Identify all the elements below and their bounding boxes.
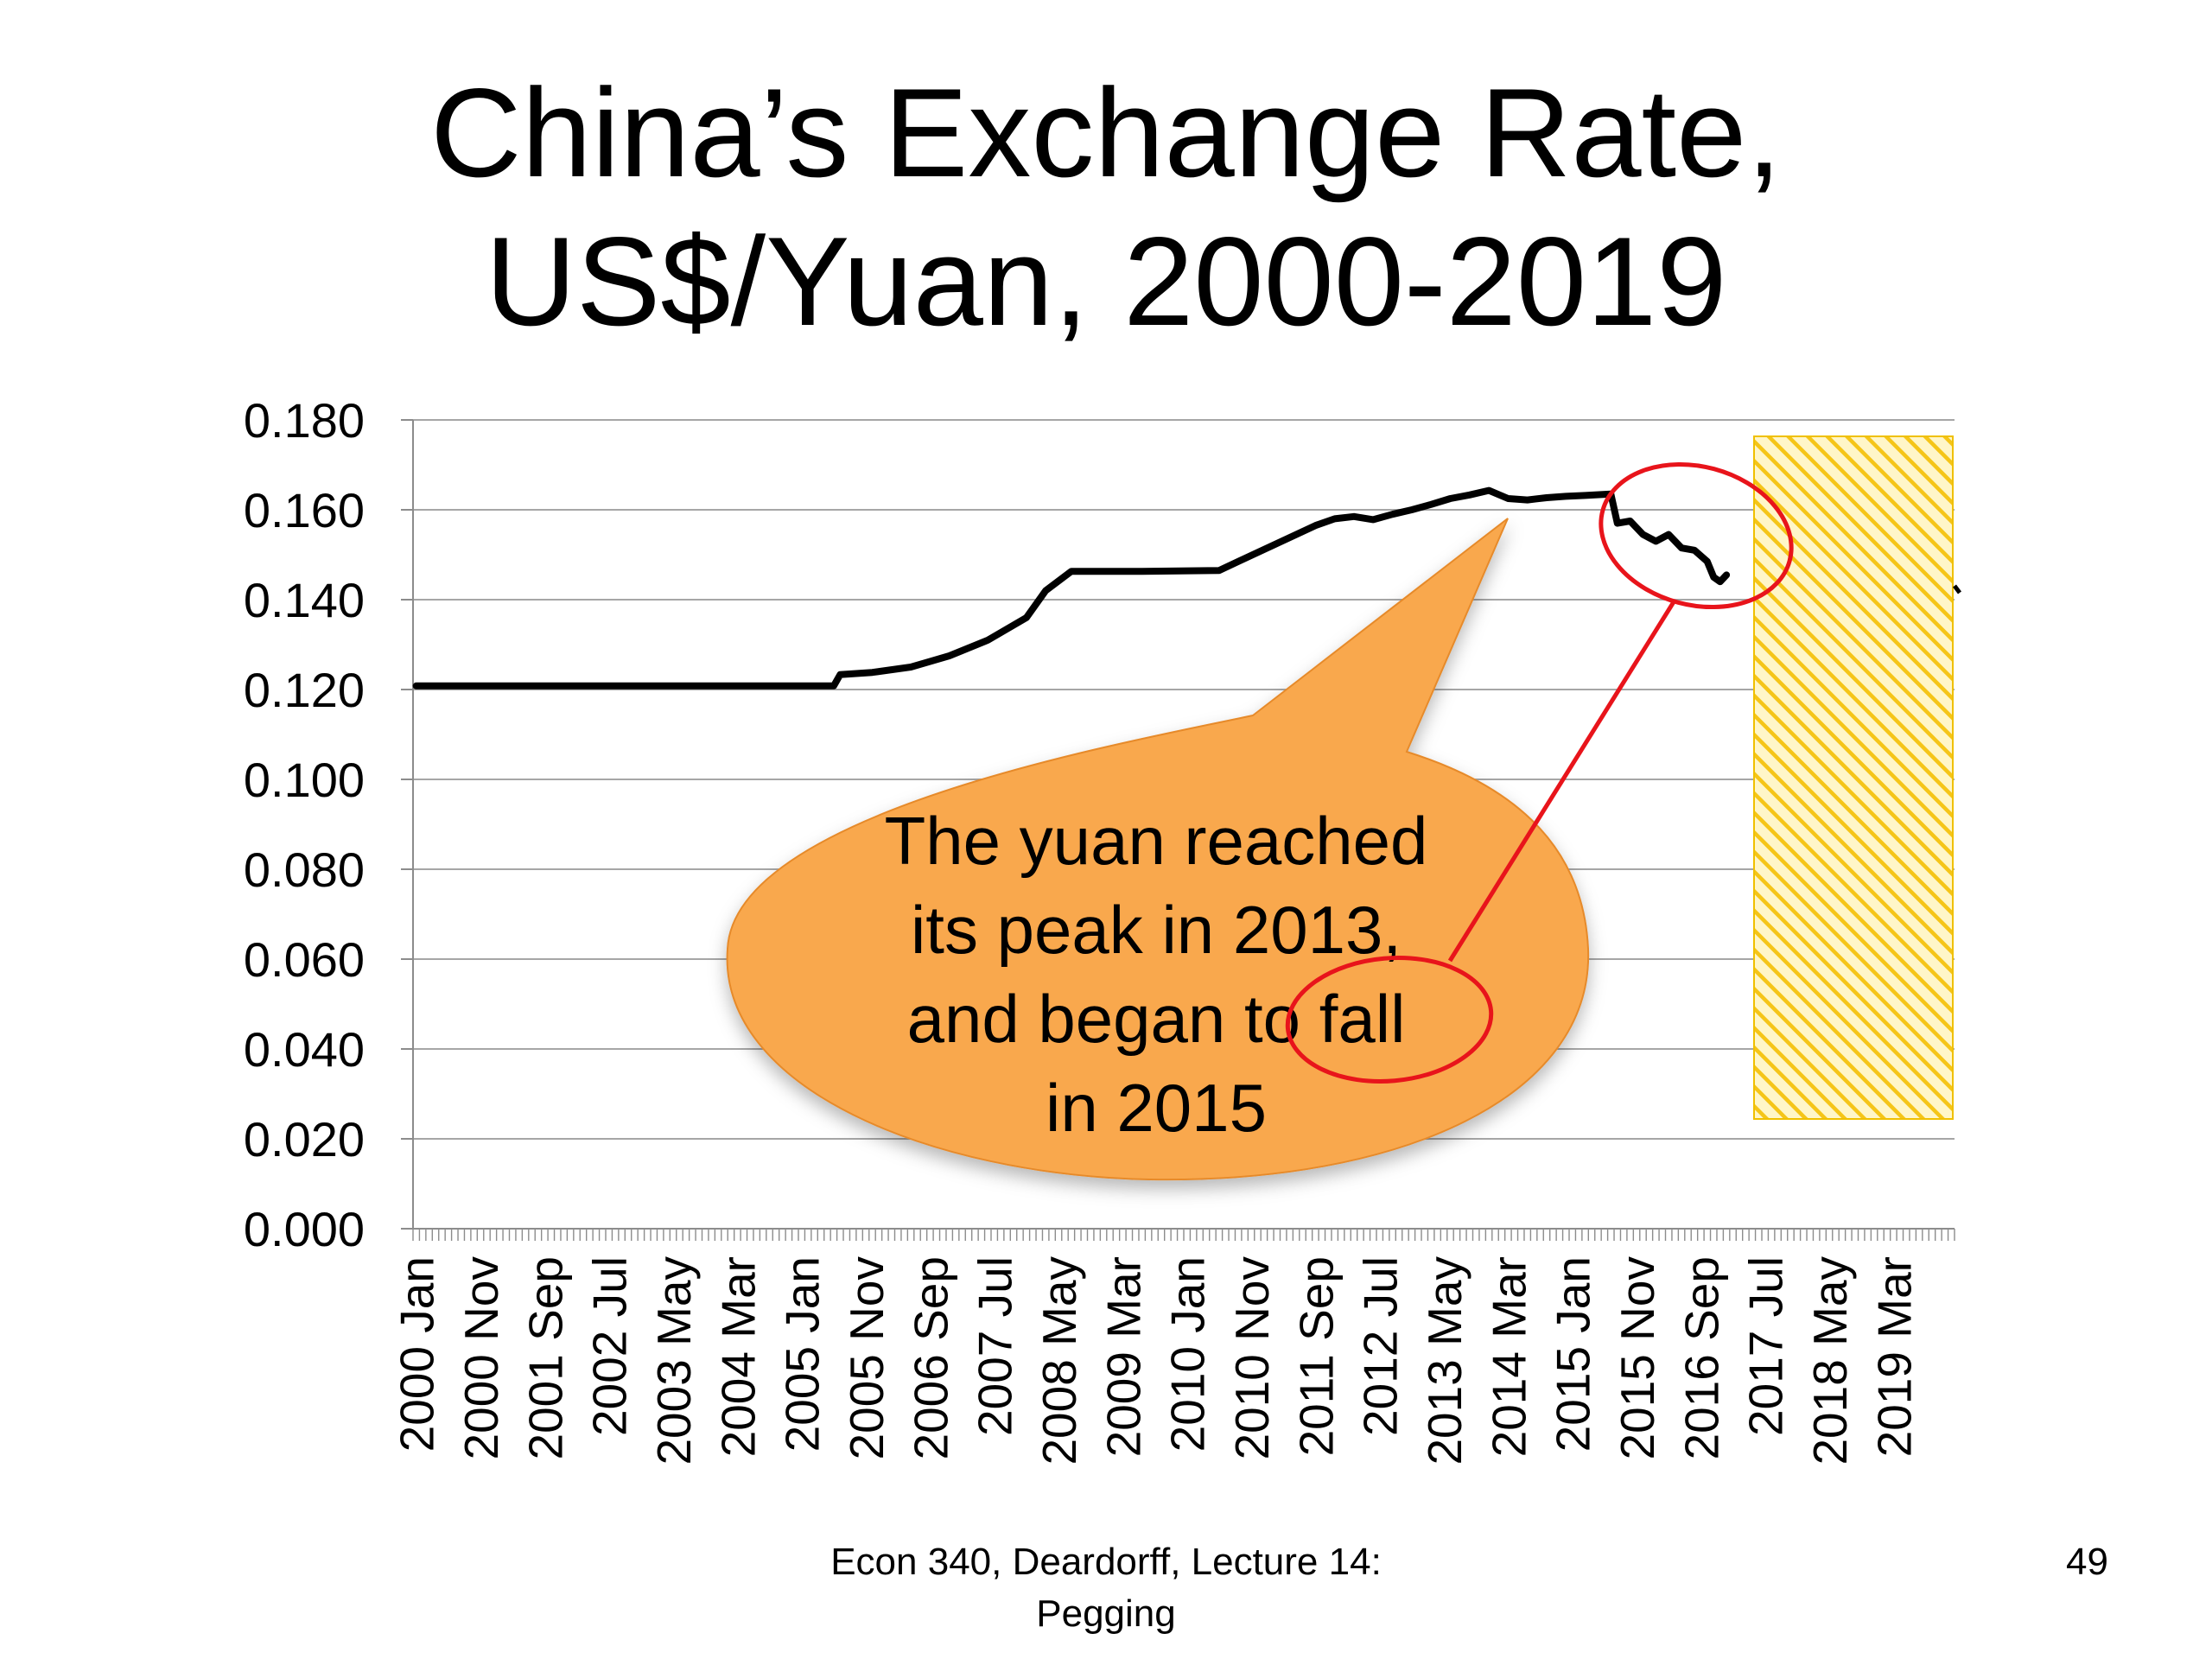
slide-title: China’s Exchange Rate, US$/Yuan, 2000-20… (0, 59, 2212, 356)
red-annotations (1285, 461, 1794, 1084)
callout-shape (726, 518, 1590, 1181)
x-tick-label: 2015 Nov (1611, 1256, 1664, 1460)
title-line-2: US$/Yuan, 2000-2019 (485, 211, 1727, 352)
y-tick-label: 0.140 (244, 573, 365, 627)
x-axis: 2000 Jan 2000 Nov 2001 Sep 2002 Jul 2003 May… (391, 420, 1955, 1465)
callout-text: The yuan reached its peak in 2013, and beg… (885, 803, 1428, 1146)
hatched-highlight-box (1753, 435, 1954, 1120)
x-tick-label: 2019 Mar (1867, 1256, 1921, 1457)
footer-line-2: Pegging (1036, 1592, 1176, 1635)
x-tick-label: 2017 Jul (1739, 1256, 1793, 1436)
x-tick-label: 2009 Mar (1096, 1256, 1150, 1457)
footer-citation: Econ 340, Deardorff, Lecture 14: Pegging (717, 1536, 1495, 1640)
callout-bubble (726, 518, 1590, 1181)
x-tick-label: 2001 Sep (518, 1256, 572, 1460)
footer-line-1: Econ 340, Deardorff, Lecture 14: (830, 1541, 1382, 1583)
x-tick-label: 2012 Jul (1354, 1256, 1408, 1436)
x-tick-label: 2005 Nov (840, 1256, 893, 1460)
x-tick-label: 2015 Jan (1547, 1256, 1600, 1452)
x-tick-label: 2003 May (647, 1256, 701, 1465)
y-tick-label: 0.160 (244, 483, 365, 537)
x-tick-label: 2016 Sep (1675, 1256, 1728, 1460)
series-line-exchange-rate (412, 486, 1731, 690)
y-tick-label: 0.060 (244, 932, 365, 987)
x-tick-label: 2005 Jan (776, 1256, 830, 1452)
x-tick-label: 2002 Jul (583, 1256, 637, 1436)
page-number: 49 (2066, 1541, 2108, 1583)
x-tick-label: 2000 Nov (454, 1256, 508, 1460)
x-tick-label: 2010 Nov (1225, 1256, 1279, 1460)
x-tick-label: 2014 Mar (1482, 1256, 1535, 1457)
x-tick-label: 2006 Sep (904, 1256, 957, 1460)
y-tick-label: 0.080 (244, 842, 365, 897)
x-tick-label: 2007 Jul (969, 1256, 1022, 1436)
callout-line: in 2015 (1046, 1070, 1267, 1146)
callout-line: The yuan reached (885, 803, 1428, 879)
title-line-1: China’s Exchange Rate, (430, 62, 1782, 203)
x-tick-label: 2010 Jan (1161, 1256, 1215, 1452)
x-tick-label: 2013 May (1418, 1256, 1471, 1465)
y-tick-label: 0.120 (244, 663, 365, 717)
y-tick-label: 0.020 (244, 1112, 365, 1166)
x-tick-label: 2018 May (1803, 1256, 1857, 1465)
y-tick-label: 0.180 (244, 393, 365, 448)
x-tick-label: 2004 Mar (711, 1256, 765, 1457)
red-circle-fall (1285, 956, 1494, 1084)
x-tick-label: 2000 Jan (391, 1256, 444, 1452)
x-tick-label: 2011 Sep (1289, 1256, 1343, 1456)
y-axis: 0.000 0.020 0.040 0.060 0.080 0.100 0.120 0.140… (244, 393, 413, 1256)
y-tick-label: 0.040 (244, 1022, 365, 1077)
y-tick-label: 0.000 (244, 1202, 365, 1256)
y-tick-label: 0.100 (244, 753, 365, 807)
callout-line: and began to fall (907, 981, 1406, 1057)
red-circle-2015-drop (1599, 461, 1794, 610)
red-connector-line (1447, 599, 1677, 963)
x-tick-label: 2008 May (1033, 1256, 1086, 1465)
callout-line: its peak in 2013, (911, 892, 1402, 968)
end-dash-mark (1953, 584, 1961, 594)
